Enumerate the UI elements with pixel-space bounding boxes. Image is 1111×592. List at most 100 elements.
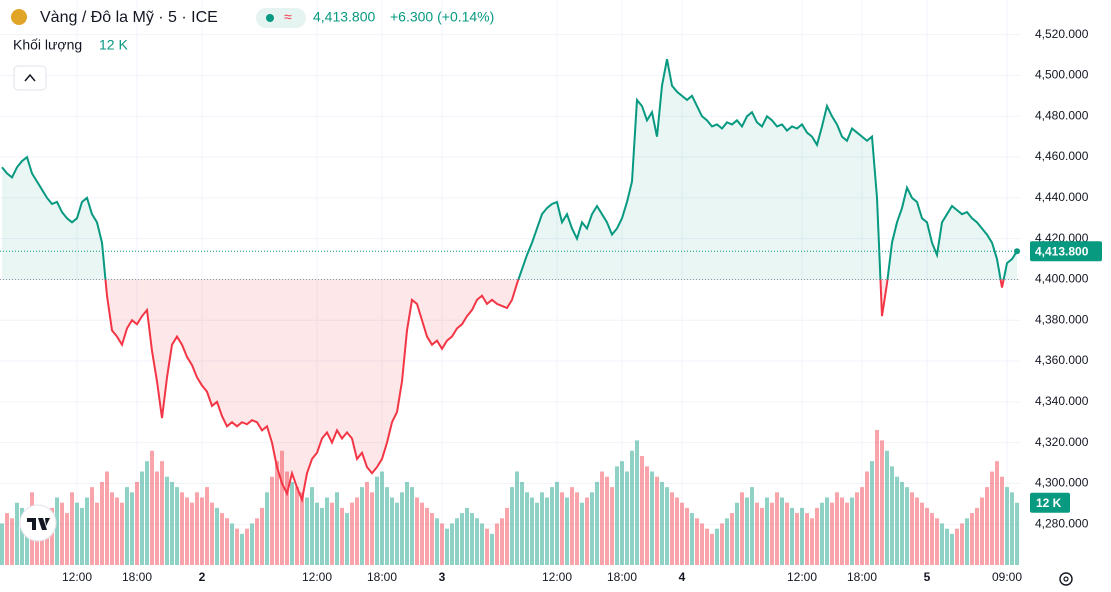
volume-bar	[520, 481, 524, 565]
volume-bar	[880, 440, 884, 565]
volume-bar	[820, 502, 824, 565]
volume-bar	[725, 518, 729, 565]
volume-bar	[845, 502, 849, 565]
x-tick-label: 09:00	[992, 570, 1022, 584]
y-tick-label: 4,280.000	[1035, 516, 1089, 530]
volume-bar	[565, 497, 569, 565]
volume-value: 12 K	[99, 37, 128, 53]
volume-bar	[920, 502, 924, 565]
volume-bar	[410, 487, 414, 565]
symbol-title: Vàng / Đô la Mỹ · 5 · ICE	[40, 9, 218, 26]
collapse-button[interactable]	[13, 65, 47, 91]
status-dot	[266, 14, 274, 22]
volume-bar	[785, 502, 789, 565]
volume-bar	[120, 502, 124, 565]
volume-bar	[115, 497, 119, 565]
volume-bar	[695, 518, 699, 565]
volume-bar	[590, 492, 594, 565]
volume-bar	[680, 502, 684, 565]
settings-button[interactable]	[1059, 572, 1073, 586]
volume-bar	[585, 497, 589, 565]
volume-bar	[800, 507, 804, 565]
y-tick-label: 4,380.000	[1035, 312, 1089, 326]
volume-bar	[495, 523, 499, 565]
volume-bar	[190, 502, 194, 565]
volume-bar	[80, 507, 84, 565]
volume-bar	[170, 481, 174, 565]
volume-bar	[380, 471, 384, 565]
price-line-below	[104, 279, 1005, 504]
volume-bar	[165, 476, 169, 565]
volume-bar	[315, 502, 319, 565]
volume-badge-label: 12 K	[1036, 496, 1062, 510]
price-change: +6.300 (+0.14%)	[390, 9, 494, 25]
x-tick-label: 5	[924, 570, 931, 584]
volume-bar	[50, 507, 54, 565]
volume-bar	[685, 507, 689, 565]
y-tick-label: 4,440.000	[1035, 190, 1089, 204]
volume-bar	[490, 533, 494, 565]
volume-bar	[445, 528, 449, 565]
volume-bar	[995, 461, 999, 565]
volume-bar	[250, 523, 254, 565]
volume-bar	[85, 497, 89, 565]
volume-bar	[595, 481, 599, 565]
volume-bar	[325, 497, 329, 565]
y-tick-label: 4,300.000	[1035, 476, 1089, 490]
x-tick-label: 18:00	[367, 570, 397, 584]
volume-bar	[830, 502, 834, 565]
volume-bar	[145, 461, 149, 565]
volume-bar	[540, 492, 544, 565]
volume-bar	[330, 502, 334, 565]
x-tick-label: 18:00	[607, 570, 637, 584]
volume-badge	[1030, 492, 1070, 513]
volume-bar	[150, 450, 154, 565]
volume-bar	[700, 523, 704, 565]
volume-bar	[40, 518, 44, 565]
volume-bar	[450, 523, 454, 565]
volume-bar	[295, 487, 299, 565]
volume-bar	[310, 487, 314, 565]
volume-bar	[530, 497, 534, 565]
volume-bar	[925, 507, 929, 565]
volume-bar	[670, 492, 674, 565]
volume-bar	[475, 518, 479, 565]
volume-bar	[580, 502, 584, 565]
y-tick-label: 4,460.000	[1035, 149, 1089, 163]
volume-bar	[975, 507, 979, 565]
volume-bar	[980, 497, 984, 565]
volume-bar	[515, 471, 519, 565]
x-tick-label: 12:00	[542, 570, 572, 584]
volume-bar	[355, 497, 359, 565]
volume-bar	[425, 507, 429, 565]
volume-bar	[850, 497, 854, 565]
volume-bar	[100, 481, 104, 565]
volume-bar	[705, 528, 709, 565]
volume-bar	[610, 487, 614, 565]
volume-bar	[955, 528, 959, 565]
volume-bar	[960, 523, 964, 565]
volume-bar	[0, 523, 4, 565]
volume-bar	[655, 476, 659, 565]
volume-bar	[105, 471, 109, 565]
volume-bar	[25, 518, 29, 565]
volume-bar	[180, 492, 184, 565]
volume-bar	[690, 513, 694, 565]
volume-bar	[635, 440, 639, 565]
volume-bar	[160, 461, 164, 565]
volume-bar	[70, 492, 74, 565]
volume-bar	[215, 507, 219, 565]
volume-bar	[935, 518, 939, 565]
volume-bar	[740, 492, 744, 565]
volume-bar	[400, 492, 404, 565]
volume-bar	[460, 513, 464, 565]
volume-bar	[1015, 502, 1019, 565]
volume-bar	[665, 487, 669, 565]
volume-bar	[275, 461, 279, 565]
volume-bar	[775, 492, 779, 565]
volume-bar	[940, 523, 944, 565]
volume-bar	[95, 502, 99, 565]
volume-bar	[75, 502, 79, 565]
volume-bar	[265, 492, 269, 565]
volume-bar	[45, 523, 49, 565]
